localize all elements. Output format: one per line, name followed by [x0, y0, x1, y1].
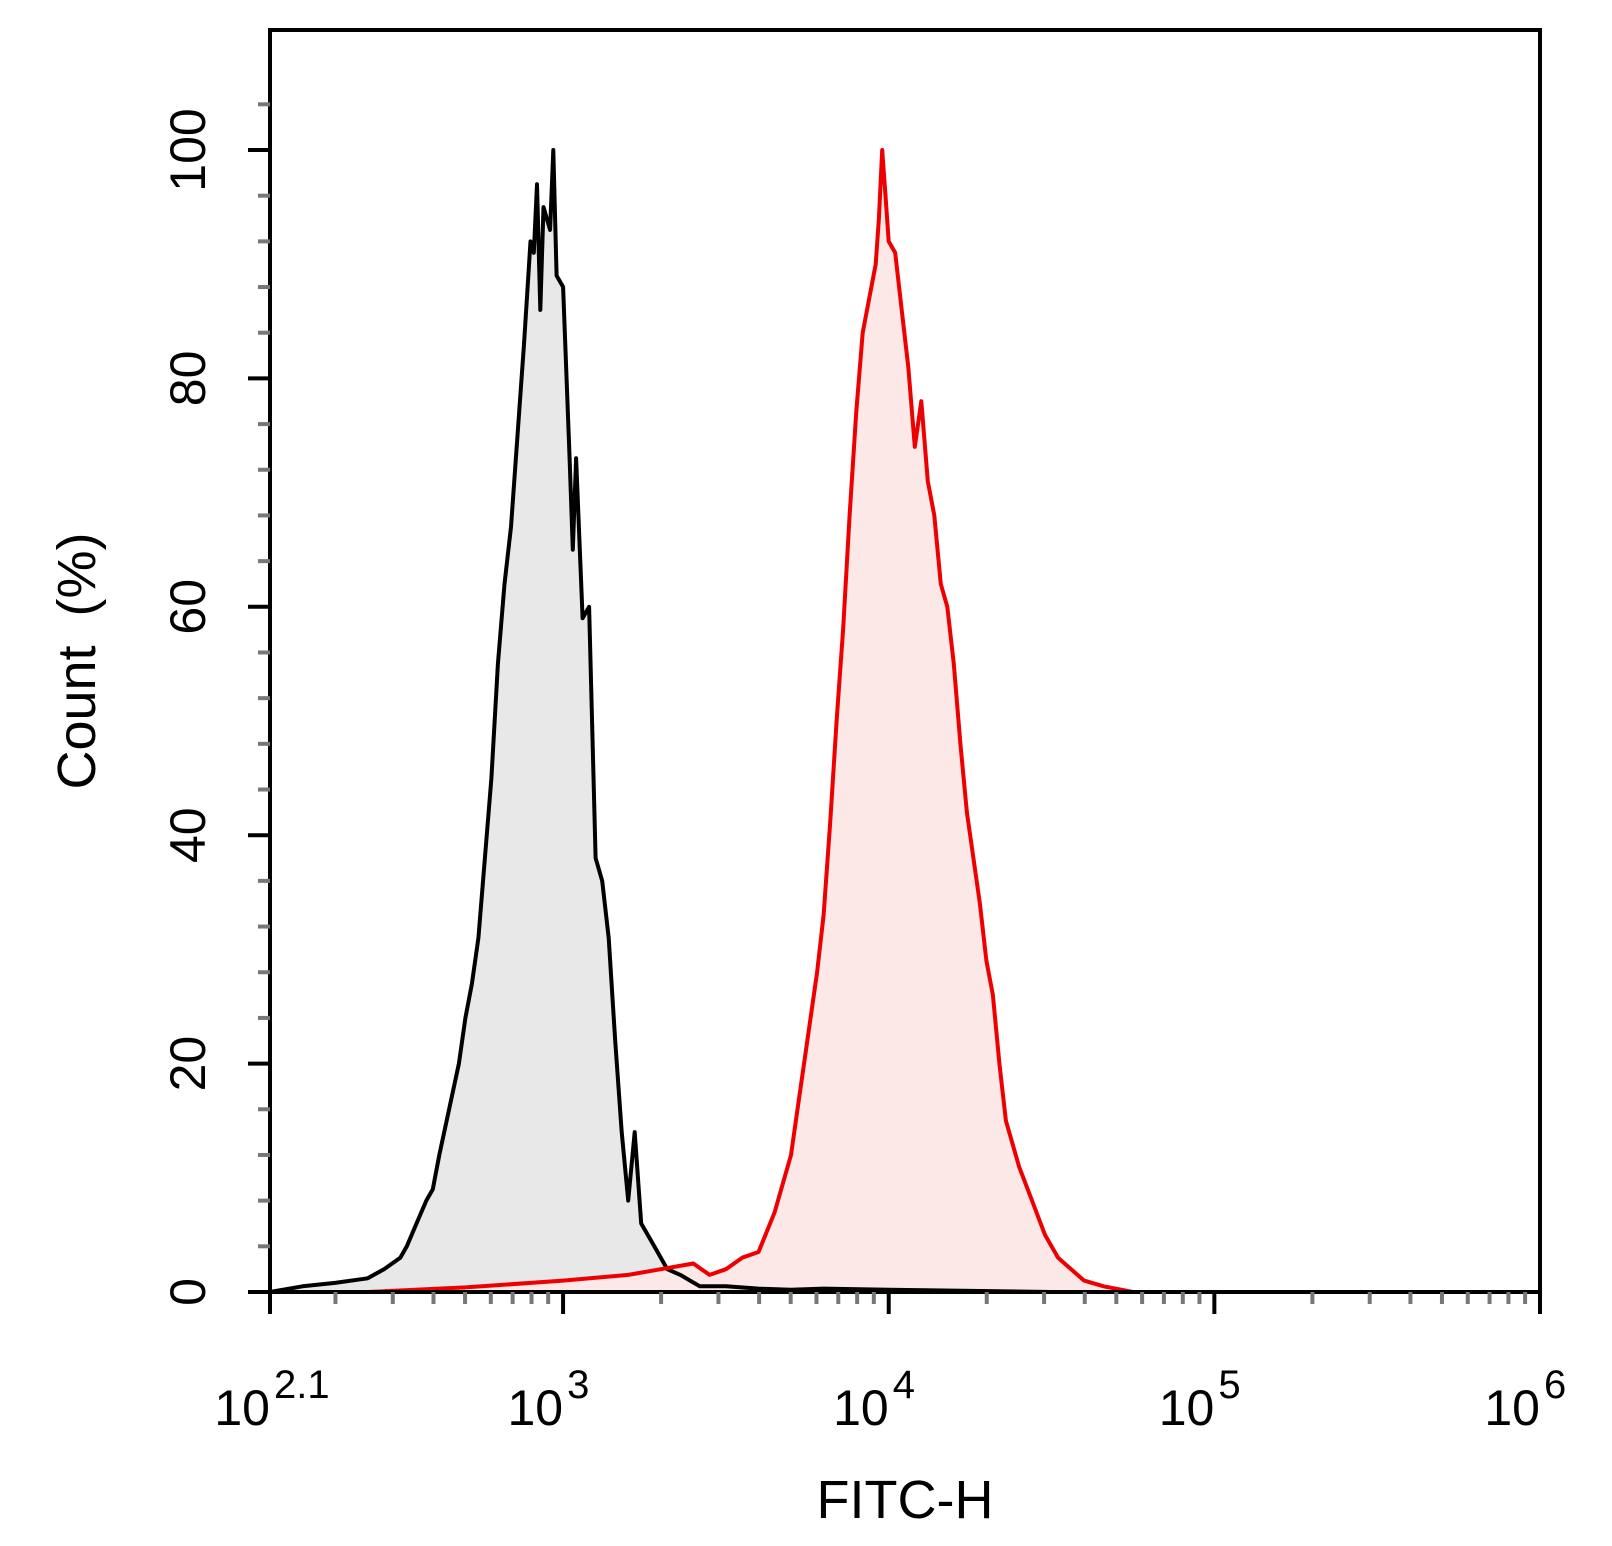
- x-minor-ticks: [333, 1292, 1528, 1304]
- x-tick-label: 10: [1484, 1380, 1540, 1436]
- x-tick-exponent: 5: [1218, 1363, 1240, 1407]
- x-tick-exponent: 6: [1544, 1363, 1566, 1407]
- series-fill-control: [270, 150, 1540, 1292]
- y-tick-label: 60: [160, 579, 216, 635]
- x-tick-label: 10: [833, 1380, 889, 1436]
- y-tick-label: 80: [160, 351, 216, 407]
- x-tick-label: 10: [214, 1380, 270, 1436]
- x-tick-label: 10: [1159, 1380, 1215, 1436]
- y-tick-label: 0: [160, 1278, 216, 1306]
- plot-frame: [268, 28, 1542, 1294]
- x-tick-exponent: 3: [567, 1363, 589, 1407]
- x-tick-label: 10: [507, 1380, 563, 1436]
- x-tick-exponent: 2.1: [274, 1363, 330, 1407]
- y-axis: 0 20 40 60 80 100: [160, 108, 270, 1306]
- series-line-control: [269, 148, 1540, 1294]
- y-tick-label: 100: [160, 108, 216, 191]
- series-fill-sample: [270, 150, 1540, 1292]
- x-axis-title: FITC-H: [817, 1470, 994, 1530]
- x-tick-exponent: 4: [893, 1363, 915, 1407]
- x-axis: 10 2.1 10 3 10 4 10 5 10 6: [214, 1292, 1566, 1436]
- y-tick-label: 20: [160, 1036, 216, 1092]
- series-line-sample: [270, 148, 1540, 1294]
- y-tick-label: 40: [160, 807, 216, 863]
- y-minor-ticks: [258, 102, 270, 1249]
- y-axis-title: Count (%): [47, 532, 107, 789]
- series-layer: [269, 148, 1540, 1294]
